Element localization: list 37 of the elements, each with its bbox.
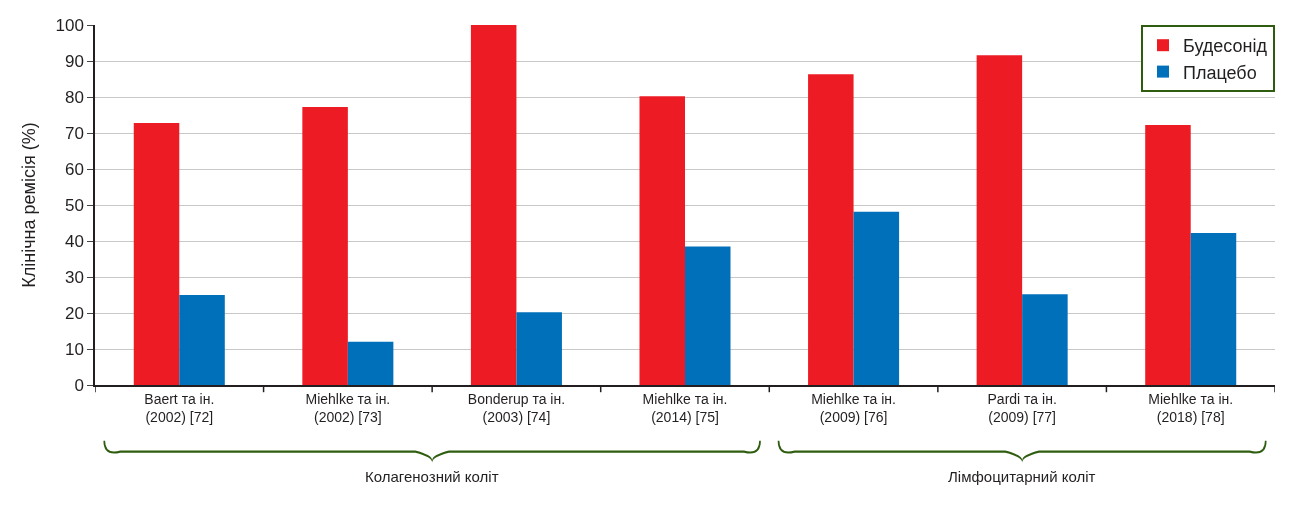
y-tick-label: 40: [64, 231, 84, 251]
x-tick-label: Miehlke та ін. (2018) [78]: [1148, 390, 1234, 425]
x-tick-label: Bonderup та ін. (2003) [74]: [467, 390, 566, 425]
legend-label: Будесонід: [1183, 36, 1268, 57]
y-tick-label: 10: [64, 339, 84, 359]
y-tick-label: 70: [64, 123, 84, 143]
bar: [976, 55, 1023, 385]
bar: [179, 295, 225, 385]
bar: [133, 122, 180, 385]
bar: [808, 74, 854, 385]
x-tick-label: Miehlke та ін. (2009) [76]: [811, 390, 896, 425]
bar: [685, 246, 731, 385]
bar: [470, 25, 517, 385]
bar: [302, 107, 348, 385]
bar: [1022, 294, 1068, 385]
legend-label: Плацебо: [1183, 62, 1257, 83]
x-tick-label: Miehlke та ін. (2014) [75]: [642, 390, 728, 425]
y-tick-label: 90: [64, 51, 84, 71]
y-tick-label: 80: [64, 87, 84, 107]
bar: [639, 96, 685, 385]
x-tick-label: Pardi та ін. (2009) [77]: [987, 390, 1057, 425]
y-tick-label: 0: [74, 375, 84, 395]
y-tick-label: 30: [64, 267, 84, 287]
text: Лімфоцитарний коліт: [948, 468, 1096, 485]
bar: [347, 341, 394, 385]
y-tick-label: 20: [64, 303, 84, 323]
y-tick-label: 50: [64, 195, 84, 215]
y-axis-title: Клінічна ремісія (%): [19, 122, 40, 288]
bar: [853, 211, 900, 385]
y-tick-label: 100: [55, 15, 84, 35]
bar: [1190, 233, 1237, 385]
bar: [516, 312, 562, 385]
bar: [1145, 125, 1191, 385]
y-tick-label: 60: [64, 159, 84, 179]
text: Колагенозний коліт: [365, 468, 499, 485]
x-tick-label: Baert та ін. (2002) [72]: [144, 390, 215, 425]
x-tick-label: Miehlke та ін. (2002) [73]: [305, 390, 391, 425]
